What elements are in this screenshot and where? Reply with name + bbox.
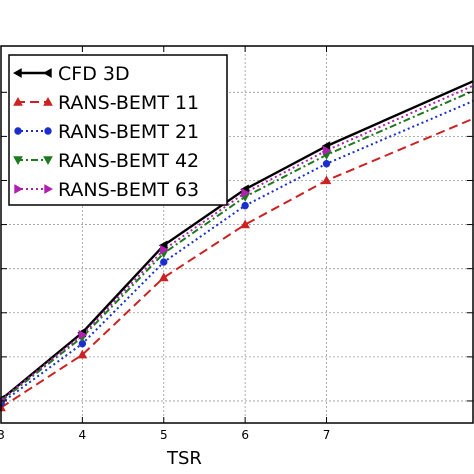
x-tick-label: 7 (323, 428, 331, 442)
series-5-point (78, 329, 88, 340)
series-3-point (241, 201, 249, 210)
legend-marker-2 (13, 96, 23, 106)
legend-marker-5 (14, 184, 24, 194)
series-3-point (160, 258, 168, 266)
legend: CFD 3D RANS-BEMT 11 RANS-BEMT 21 RANS-BEMT … (8, 54, 228, 206)
series-markers (0, 141, 332, 412)
series-line-3 (0, 100, 474, 405)
series-lines (0, 80, 474, 409)
legend-marker-3 (44, 127, 52, 135)
legend-marker-3 (14, 127, 22, 135)
axes-frame (0, 45, 474, 424)
legend-label-1: CFD 3D (58, 63, 130, 85)
legend-marker-4 (13, 156, 23, 166)
legend-marker-1 (42, 68, 52, 78)
series-line-1 (0, 80, 474, 401)
series-2-point (77, 349, 88, 359)
legend-marker-1 (12, 68, 22, 78)
series-line-5 (0, 84, 474, 401)
series-2-point (158, 272, 169, 282)
series-5-point (241, 187, 251, 198)
series-2-point (240, 219, 250, 229)
legend-marker-5 (44, 184, 54, 194)
legend-marker-4 (43, 156, 53, 166)
x-tick-label: 4 (79, 428, 87, 442)
series-line-2 (0, 117, 474, 409)
series-3-point (322, 160, 331, 168)
series-5-point (322, 145, 332, 156)
series-line-4 (0, 90, 474, 402)
legend-marker-2 (43, 96, 53, 106)
grid (0, 46, 473, 423)
series-2-point (321, 175, 332, 185)
legend-label-4: RANS-BEMT 42 (58, 150, 199, 172)
series-5-point (160, 244, 169, 255)
x-tick-label: 3 (0, 428, 5, 442)
x-tick-label: 6 (241, 428, 249, 442)
legend-label-2: RANS-BEMT 11 (58, 92, 199, 114)
axis-ticks: 3 4 5 6 7 (0, 46, 473, 442)
legend-label-5: RANS-BEMT 63 (58, 179, 199, 201)
x-tick-label: 5 (160, 428, 168, 442)
x-axis-label: TSR (166, 448, 202, 469)
legend-label-3: RANS-BEMT 21 (58, 121, 199, 143)
